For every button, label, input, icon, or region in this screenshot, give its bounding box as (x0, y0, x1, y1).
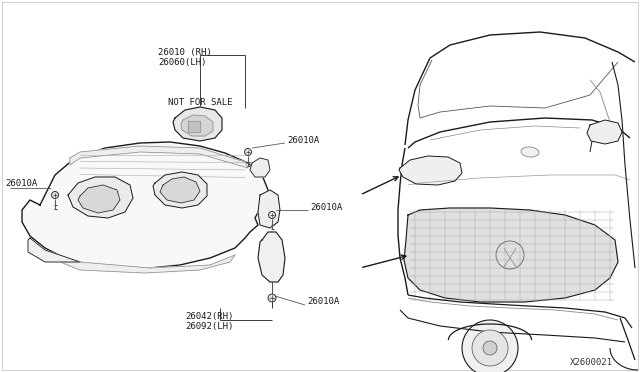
Text: 26010A: 26010A (287, 135, 319, 144)
Polygon shape (258, 190, 280, 228)
Circle shape (269, 212, 275, 218)
Polygon shape (70, 146, 248, 168)
Polygon shape (188, 121, 200, 132)
Polygon shape (404, 208, 618, 302)
Text: 26092(LH): 26092(LH) (185, 321, 234, 330)
Polygon shape (250, 158, 270, 177)
Polygon shape (258, 232, 285, 282)
Text: 26010A: 26010A (310, 202, 342, 212)
Text: NOT FOR SALE: NOT FOR SALE (168, 97, 232, 106)
Polygon shape (78, 185, 120, 213)
Polygon shape (399, 156, 462, 185)
Polygon shape (22, 142, 268, 268)
Circle shape (462, 320, 518, 372)
Circle shape (483, 341, 497, 355)
Text: 26010A: 26010A (5, 179, 37, 187)
Polygon shape (153, 172, 207, 208)
Circle shape (244, 148, 252, 155)
Text: 26010 (RH): 26010 (RH) (158, 48, 212, 57)
Polygon shape (60, 255, 235, 273)
Text: X2600021: X2600021 (570, 358, 613, 367)
Polygon shape (587, 120, 622, 144)
Ellipse shape (521, 147, 539, 157)
Polygon shape (68, 177, 133, 218)
Text: 26010A: 26010A (307, 298, 339, 307)
Text: 26042(RH): 26042(RH) (185, 311, 234, 321)
Text: 26060(LH): 26060(LH) (158, 58, 206, 67)
Polygon shape (160, 177, 200, 203)
Polygon shape (181, 115, 213, 136)
Circle shape (268, 294, 276, 302)
Polygon shape (28, 238, 80, 262)
Circle shape (51, 192, 58, 199)
Polygon shape (173, 107, 222, 141)
Circle shape (472, 330, 508, 366)
